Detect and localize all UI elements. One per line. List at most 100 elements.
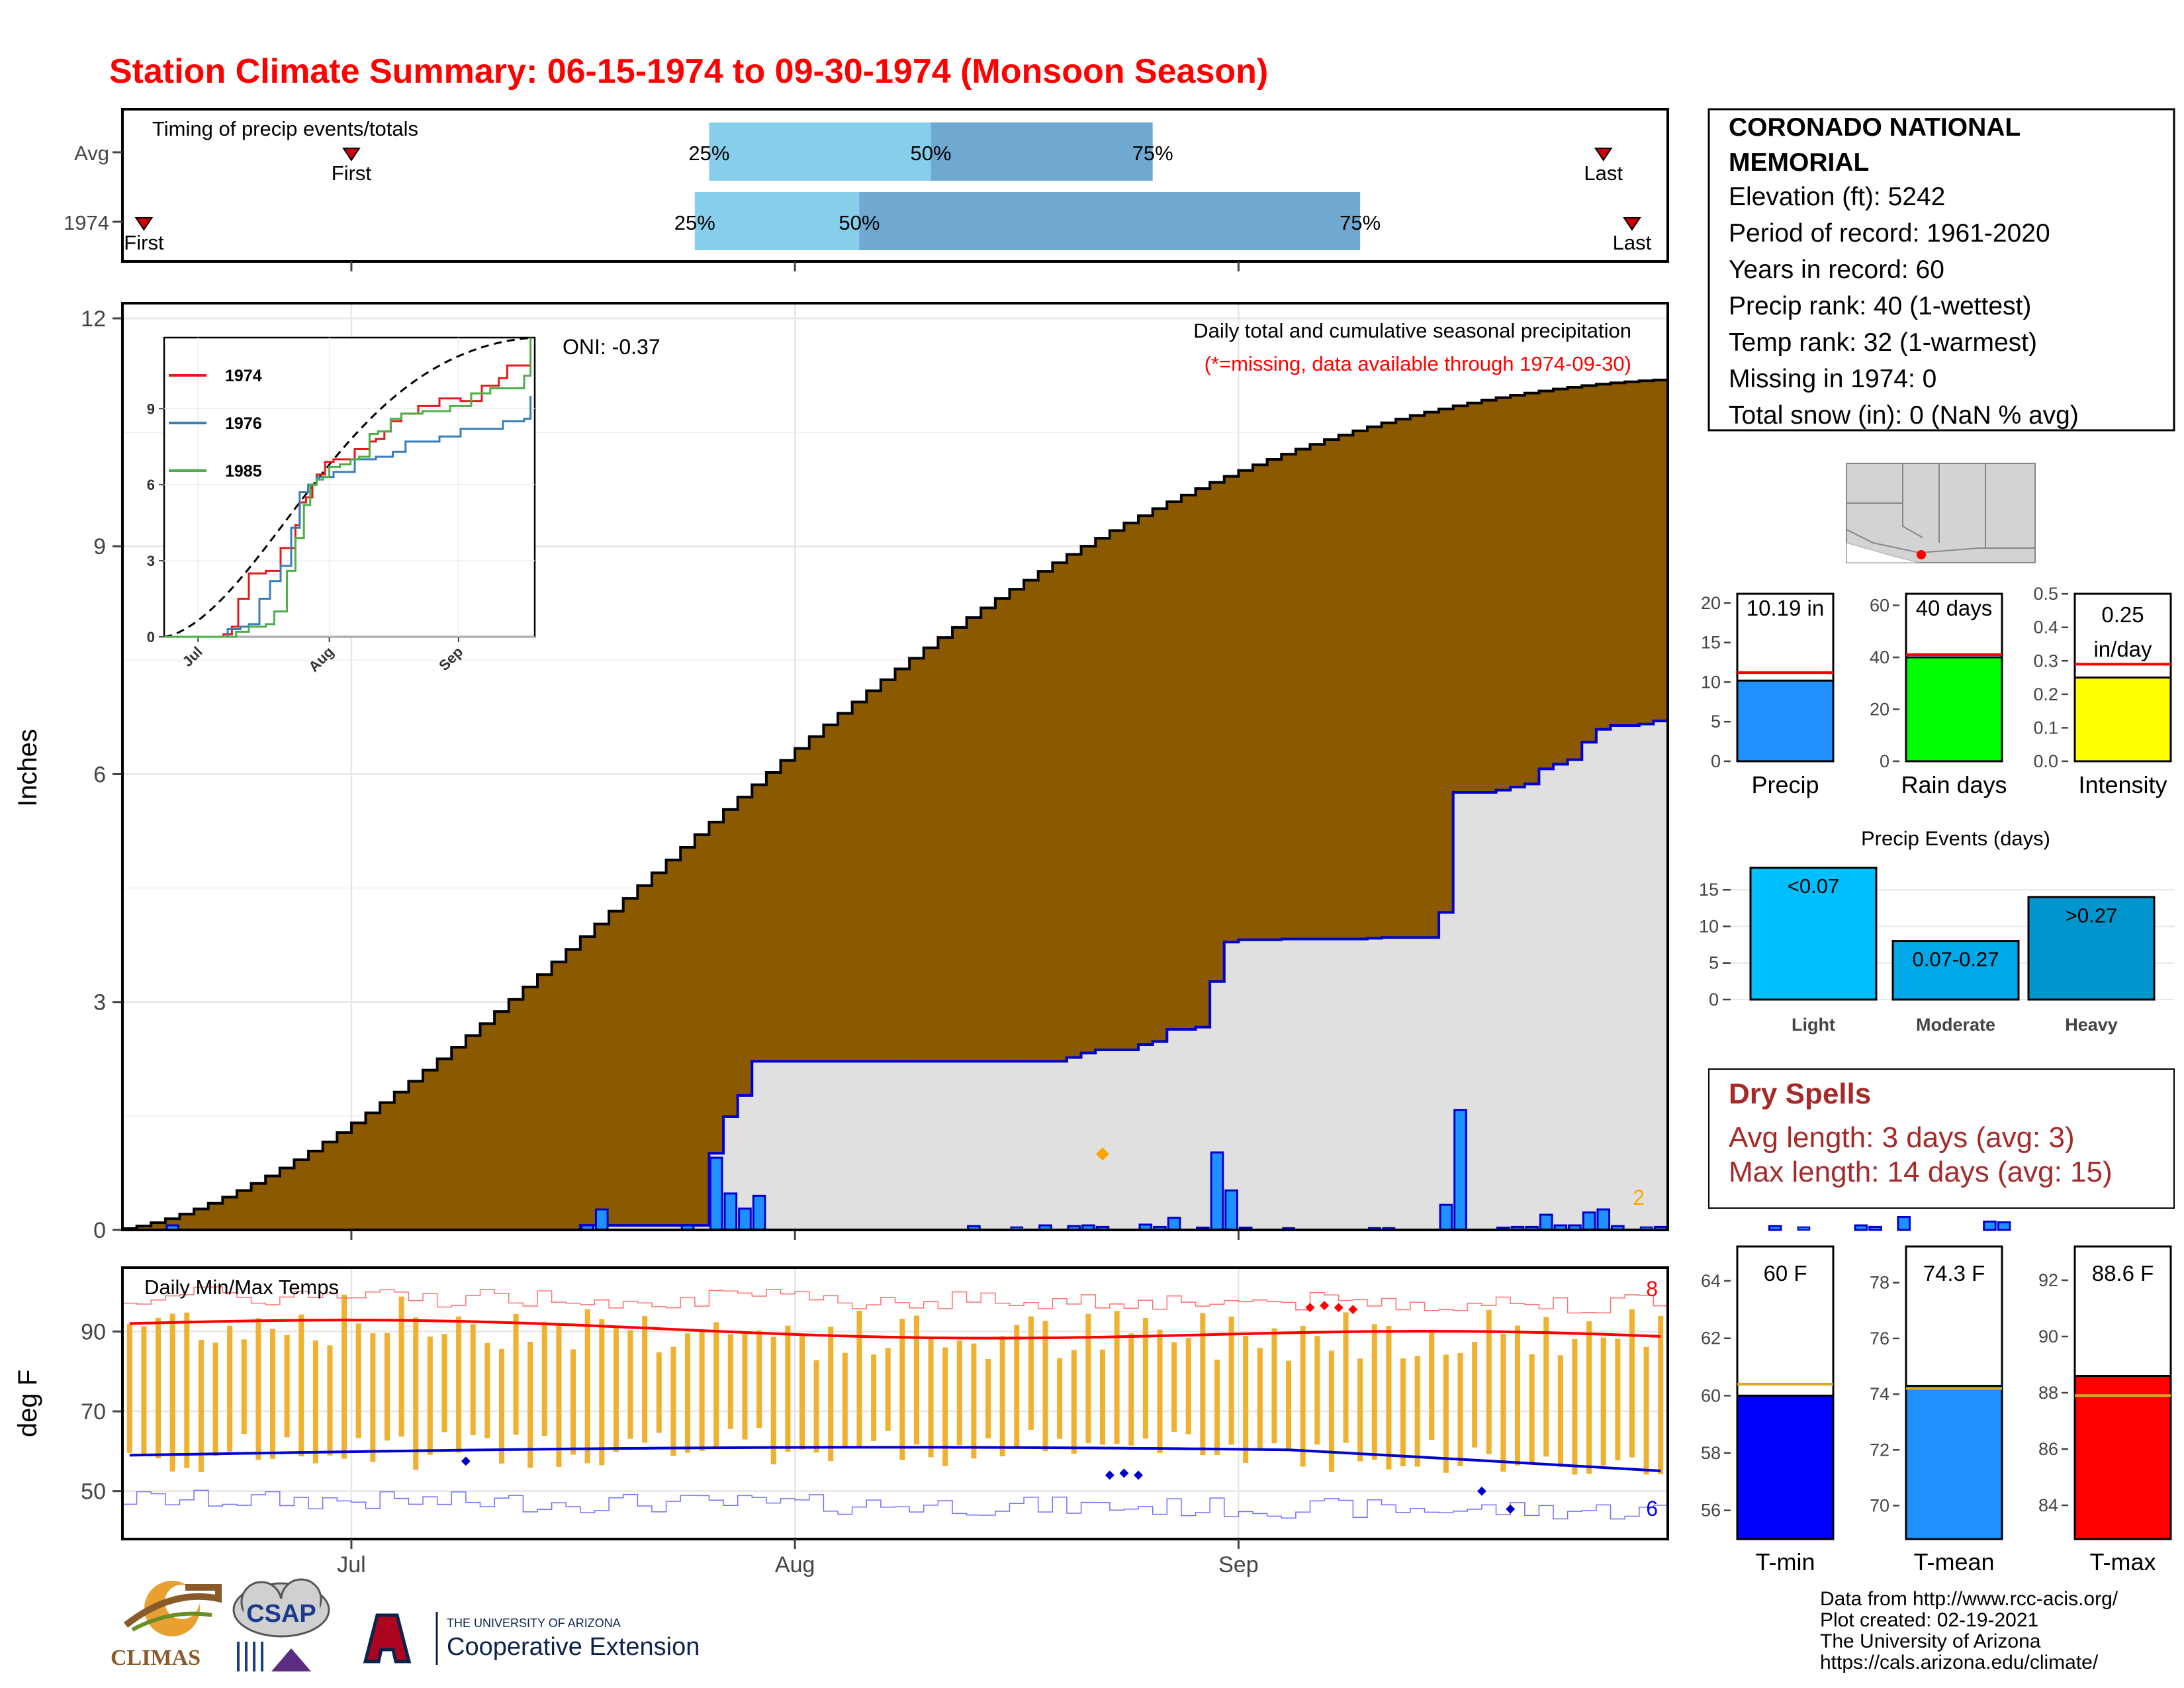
below-average-fill (1424, 412, 1439, 938)
cumulative-base-fill (1396, 937, 1411, 1230)
precip-y-label: Inches (13, 729, 42, 807)
record-high-line (122, 1286, 1668, 1314)
below-average-fill (752, 784, 767, 1062)
timing-last-label: Last (1613, 231, 1652, 254)
record-precip-marker (1095, 1147, 1109, 1161)
below-average-fill (1396, 419, 1411, 938)
station-info-box: CORONADO NATIONAL MEMORIAL Elevation (ft… (1707, 108, 2175, 432)
timing-last-label: Last (1584, 162, 1623, 185)
cumulative-base-fill (1253, 939, 1268, 1230)
below-average-fill (1210, 482, 1225, 982)
daily-precip-bar (1167, 1217, 1181, 1231)
figure-title: Station Climate Summary: 06-15-1974 to 0… (109, 52, 1268, 91)
events-bar-label: <0.07 (1788, 874, 1839, 898)
temp-high-count: 8 (1646, 1277, 1658, 1301)
timing-first-marker (342, 148, 361, 162)
summary-y-tick-label: 0.4 (2033, 618, 2058, 637)
footer-line-4: https://cals.arizona.edu/climate/ (1820, 1652, 2099, 1673)
record-low-marker (1105, 1470, 1115, 1480)
cumulative-base-fill (1524, 784, 1540, 1230)
timing-bar-25-50 (694, 192, 860, 250)
footer-line-1: Data from http://www.rcc-acis.org/ (1820, 1588, 2118, 1610)
footer-line-2: Plot created: 02-19-2021 (1820, 1609, 2038, 1631)
below-average-fill (480, 1023, 495, 1230)
timing-first-label: First (124, 231, 164, 254)
inset-average-line (163, 336, 531, 638)
events-bar-label: >0.27 (2066, 904, 2117, 927)
summary-y-tick-label: 0.3 (2033, 651, 2058, 671)
temp-panel-label: Daily Min/Max Temps (144, 1276, 339, 1299)
below-average-fill (365, 1113, 381, 1230)
cumulative-base-fill (766, 1061, 782, 1230)
below-average-fill (1181, 494, 1197, 1030)
temp-low-count: 6 (1646, 1497, 1658, 1521)
below-average-fill (1295, 449, 1311, 939)
temp-summary-y-tick-label: 74 (1870, 1384, 1889, 1404)
below-average-fill (1338, 435, 1353, 939)
events-category-label: Moderate (1916, 1015, 1995, 1035)
summary-y-tick-label: 0.0 (2033, 751, 2058, 771)
station-period: Period of record: 1961-2020 (1729, 219, 2050, 248)
daily-precip-bar (1854, 1224, 1868, 1231)
below-average-fill (1410, 415, 1426, 938)
footer-line-3: The University of Arizona (1820, 1630, 2041, 1652)
temp-summary-y-tick-label: 56 (1701, 1501, 1721, 1521)
record-low-marker (1134, 1470, 1144, 1480)
below-average-fill (1095, 538, 1111, 1051)
cumulative-base-fill (923, 1061, 938, 1230)
cumulative-base-fill (1567, 759, 1582, 1230)
below-average-fill (322, 1142, 338, 1230)
daily-precip-bar (1224, 1189, 1238, 1231)
cumulative-base-fill (1496, 790, 1511, 1230)
precip-panel: 0 3 6 9 12 Inches ONI: -0.37 Daily total and… (13, 302, 2011, 1243)
precip-y-tick-label: 9 (93, 534, 106, 559)
timing-p75-label: 75% (1340, 211, 1381, 234)
summary-y-tick-label: 15 (1701, 633, 1721, 653)
cumulative-base-fill (838, 1061, 853, 1230)
below-average-fill (1610, 383, 1625, 726)
below-average-fill (1009, 589, 1024, 1062)
temp-summary-y-tick-label: 60 (1701, 1385, 1721, 1405)
events-y-tick-label: 15 (1699, 880, 1719, 900)
timing-bar-50-75 (931, 122, 1153, 181)
summary-category-label: Intensity (2078, 771, 2167, 798)
summary-value-label: 0.25 (2101, 602, 2144, 627)
cumulative-base-fill (966, 1061, 981, 1230)
below-average-fill (1439, 408, 1454, 913)
record-low-marker (1506, 1504, 1516, 1514)
daily-precip-bar (1210, 1151, 1224, 1231)
below-average-fill (1124, 523, 1139, 1051)
timing-first-label: First (332, 162, 372, 185)
below-average-fill (880, 679, 896, 1062)
below-average-fill (1281, 454, 1297, 939)
below-average-fill (1224, 476, 1239, 943)
precip-y-tick-label: 0 (93, 1218, 106, 1243)
below-average-fill (809, 736, 824, 1062)
average-low-line (129, 1446, 1661, 1472)
events-y-tick-label: 0 (1709, 990, 1719, 1009)
cumulative-base-fill (1281, 939, 1297, 1230)
temp-y-tick-label: 50 (81, 1479, 106, 1505)
below-average-fill (709, 821, 724, 1154)
below-average-fill (394, 1092, 410, 1230)
summary-bar-1 (1905, 656, 2003, 763)
inset-y-tick-label: 3 (147, 553, 155, 569)
daily-precip-bar (1453, 1109, 1467, 1231)
below-average-fill (1510, 395, 1525, 787)
summary-y-tick-label: 40 (1870, 647, 1889, 667)
below-average-fill (1238, 470, 1253, 940)
below-average-fill (179, 1214, 195, 1230)
below-average-fill (1253, 465, 1268, 940)
below-average-fill (623, 898, 638, 1226)
summary-bar-2 (2073, 677, 2172, 763)
below-average-fill (265, 1176, 281, 1230)
cumulative-base-fill (651, 1225, 667, 1230)
cumulative-base-fill (1181, 1029, 1197, 1230)
temp-summary-y-tick-label: 90 (2038, 1327, 2058, 1346)
ua-cooperative-extension: Cooperative Extension (447, 1633, 700, 1661)
cumulative-base-fill (1167, 1029, 1182, 1230)
temp-summary-y-tick-label: 72 (1870, 1440, 1889, 1460)
temp-summary-y-tick-label: 70 (1870, 1495, 1889, 1515)
temp-summary-y-tick-label: 64 (1701, 1271, 1721, 1291)
